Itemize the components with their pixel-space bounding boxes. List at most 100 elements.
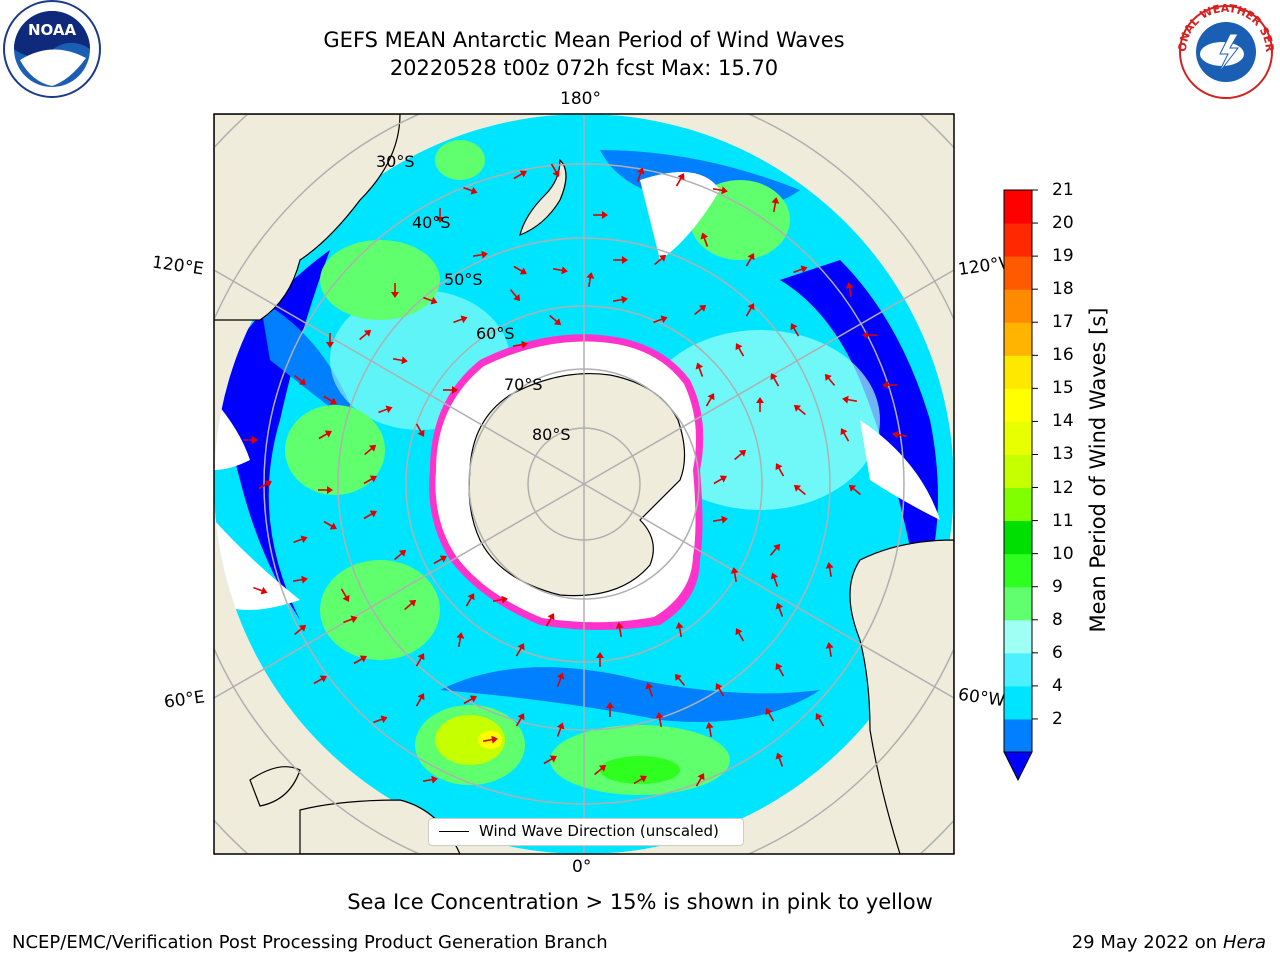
wave-direction-arrow bbox=[730, 567, 739, 583]
wave-direction-arrow bbox=[735, 628, 745, 642]
svg-text:NOAA: NOAA bbox=[28, 21, 77, 39]
wave-direction-arrow bbox=[253, 586, 268, 595]
wave-direction-arrow bbox=[515, 643, 525, 657]
wave-direction-arrow bbox=[556, 672, 565, 687]
south-america-land bbox=[849, 539, 954, 854]
title-line-2: 20220528 t00z 072h fcst Max: 15.70 bbox=[389, 56, 779, 80]
wave-direction-arrow bbox=[294, 374, 307, 386]
lat-label-60s: 60°S bbox=[476, 324, 515, 343]
wave-direction-arrow bbox=[712, 515, 728, 524]
colorbar-tick-label: 13 bbox=[1052, 444, 1074, 465]
wave-direction-arrow bbox=[793, 404, 806, 416]
wave-direction-arrow bbox=[404, 599, 417, 611]
colorbar-tick-label: 19 bbox=[1052, 246, 1074, 267]
wave-direction-arrow bbox=[415, 693, 425, 707]
colorbar-tick-label: 14 bbox=[1052, 411, 1074, 432]
colorbar bbox=[1003, 189, 1038, 782]
wave-direction-arrow bbox=[793, 484, 806, 496]
lon-label-0: 0° bbox=[572, 857, 592, 877]
wave-direction-arrow bbox=[586, 272, 595, 288]
period-patch bbox=[435, 140, 485, 180]
wave-direction-arrow bbox=[443, 386, 458, 394]
wave-direction-arrow bbox=[705, 722, 714, 738]
wave-direction-arrow bbox=[675, 173, 685, 187]
lon-label-180: 180° bbox=[560, 89, 601, 109]
footer-machine: Hera bbox=[1222, 932, 1266, 953]
footer-date-text: 29 May 2022 on bbox=[1071, 932, 1218, 953]
colorbar-tick-label: 11 bbox=[1052, 510, 1074, 531]
wave-direction-arrow bbox=[594, 764, 607, 776]
wave-direction-arrow bbox=[765, 708, 775, 722]
wave-direction-arrow bbox=[745, 303, 755, 317]
wave-direction-arrow bbox=[775, 752, 784, 767]
colorbar-segment bbox=[1004, 256, 1032, 290]
wave-direction-arrow bbox=[842, 395, 858, 404]
wave-direction-arrow bbox=[593, 211, 608, 219]
wave-direction-arrow bbox=[258, 480, 272, 490]
colorbar-segment bbox=[1004, 289, 1032, 323]
wave-direction-arrow bbox=[543, 755, 557, 765]
wave-direction-arrow bbox=[715, 683, 725, 697]
colorbar-tick-label: 17 bbox=[1052, 312, 1074, 333]
colorbar-segment bbox=[1004, 421, 1032, 455]
wave-direction-arrow bbox=[323, 395, 337, 405]
colorbar-tick-label: 15 bbox=[1052, 378, 1074, 399]
wave-direction-arrow bbox=[363, 510, 377, 520]
colorbar-frame bbox=[1003, 189, 1033, 753]
wave-direction-arrow bbox=[353, 655, 367, 665]
wave-direction-arrow bbox=[422, 775, 438, 784]
wave-direction-arrow bbox=[700, 232, 709, 247]
low-period-band bbox=[440, 667, 820, 722]
colorbar-tick-label: 21 bbox=[1052, 180, 1074, 200]
wave-direction-arrow bbox=[694, 304, 707, 316]
wave-direction-arrow bbox=[415, 423, 425, 437]
wave-direction-arrow bbox=[492, 595, 508, 604]
legend-line-swatch bbox=[439, 831, 469, 832]
colorbar-tick-label: 10 bbox=[1052, 543, 1074, 564]
wave-direction-arrow bbox=[695, 362, 704, 377]
wave-direction-arrow bbox=[653, 315, 668, 324]
wave-direction-arrow bbox=[705, 393, 715, 407]
lat-label-70s: 70°S bbox=[504, 375, 543, 394]
wave-direction-arrow bbox=[775, 602, 784, 617]
wave-direction-arrow bbox=[552, 266, 568, 275]
wave-direction-arrow bbox=[674, 673, 686, 686]
wave-direction-arrow bbox=[340, 588, 350, 602]
no-data-area bbox=[860, 420, 940, 520]
wave-direction-arrow bbox=[433, 555, 447, 565]
wave-direction-arrow bbox=[463, 186, 478, 195]
wave-direction-arrow bbox=[654, 254, 667, 266]
lat-label-50s: 50°S bbox=[444, 270, 483, 289]
wave-direction-arrow bbox=[712, 186, 728, 195]
wave-direction-arrow bbox=[513, 170, 527, 180]
footer-date: 29 May 2022 on Hera bbox=[1072, 932, 1266, 953]
lat-label-40s: 40°S bbox=[412, 213, 451, 232]
wave-direction-arrow bbox=[463, 695, 477, 705]
colorbar-segment bbox=[1004, 685, 1032, 720]
no-data-area bbox=[640, 172, 720, 260]
australia-land bbox=[214, 114, 401, 321]
colorbar-segment bbox=[1004, 322, 1032, 356]
wave-direction-arrow bbox=[323, 520, 337, 530]
lat-label-80s: 80°S bbox=[532, 425, 571, 444]
colorbar-segment bbox=[1004, 355, 1032, 389]
colorbar-tick-label: 18 bbox=[1052, 279, 1074, 300]
wave-direction-arrow bbox=[882, 381, 897, 389]
wave-direction-arrow bbox=[378, 405, 393, 414]
wave-direction-arrow bbox=[373, 715, 388, 724]
wave-direction-arrow bbox=[292, 575, 308, 584]
wave-direction-arrow bbox=[415, 653, 425, 667]
period-patch bbox=[320, 240, 440, 320]
colorbar-segment bbox=[1004, 520, 1032, 555]
noaa-logo: NOAA bbox=[3, 0, 101, 98]
wave-direction-arrow bbox=[318, 430, 332, 440]
colorbar-tick-label: 9 bbox=[1052, 576, 1063, 597]
wave-direction-arrow bbox=[862, 331, 877, 339]
no-data-area bbox=[214, 520, 300, 610]
nws-logo: NATIONAL WEATHER SERVICE bbox=[1172, 0, 1276, 99]
wave-direction-arrow bbox=[359, 329, 372, 341]
legend-label: Wind Wave Direction (unscaled) bbox=[479, 822, 719, 840]
wave-direction-arrow bbox=[734, 449, 747, 461]
wave-direction-arrow bbox=[465, 593, 475, 607]
